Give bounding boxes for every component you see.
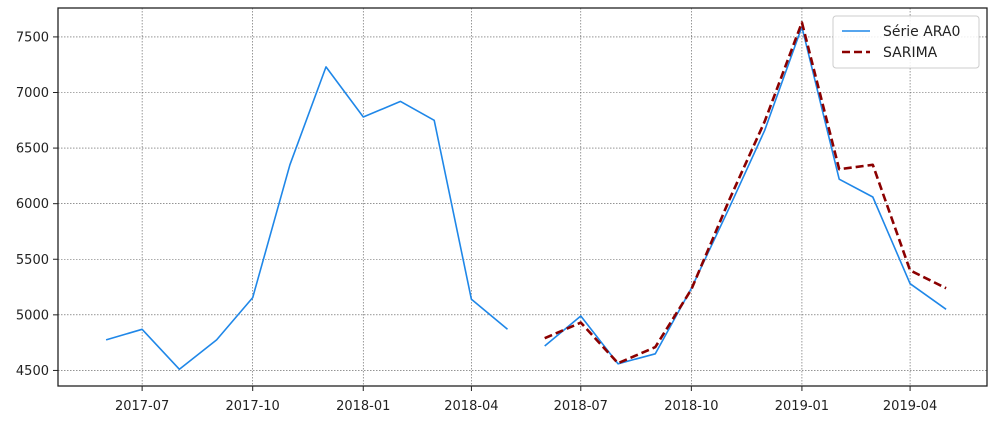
x-tick-label: 2018-10 bbox=[664, 399, 718, 414]
y-axis: 4500 5000 5500 6000 6500 7000 7500 bbox=[16, 30, 58, 379]
y-tick-label: 6000 bbox=[16, 197, 49, 212]
x-tick-label: 2018-01 bbox=[336, 399, 390, 414]
legend: Série ARA0 SARIMA bbox=[832, 15, 980, 69]
x-tick-label: 2019-04 bbox=[883, 399, 937, 414]
x-tick-label: 2019-01 bbox=[775, 399, 829, 414]
x-axis: 2017-07 2017-10 2018-01 2018-04 2018-07 2018-… bbox=[115, 386, 937, 414]
sarima-series-line bbox=[544, 21, 947, 365]
legend-box bbox=[832, 15, 980, 69]
y-tick-label: 5500 bbox=[16, 253, 49, 268]
observed-series-line bbox=[105, 66, 509, 371]
legend-label: Série ARA0 bbox=[883, 24, 960, 40]
y-tick-label: 5000 bbox=[16, 308, 49, 323]
x-tick-label: 2018-04 bbox=[444, 399, 498, 414]
y-tick-label: 7500 bbox=[16, 30, 49, 45]
y-tick-label: 6500 bbox=[16, 142, 49, 157]
series-lines bbox=[105, 21, 947, 371]
plot-frame bbox=[57, 7, 988, 387]
x-tick-label: 2017-10 bbox=[226, 399, 280, 414]
x-tick-label: 2018-07 bbox=[554, 399, 608, 414]
y-tick-label: 7000 bbox=[16, 86, 49, 101]
y-tick-label: 4500 bbox=[16, 364, 49, 379]
x-tick-label: 2017-07 bbox=[115, 399, 169, 414]
legend-label: SARIMA bbox=[883, 45, 938, 61]
observed-series-line bbox=[544, 26, 947, 365]
